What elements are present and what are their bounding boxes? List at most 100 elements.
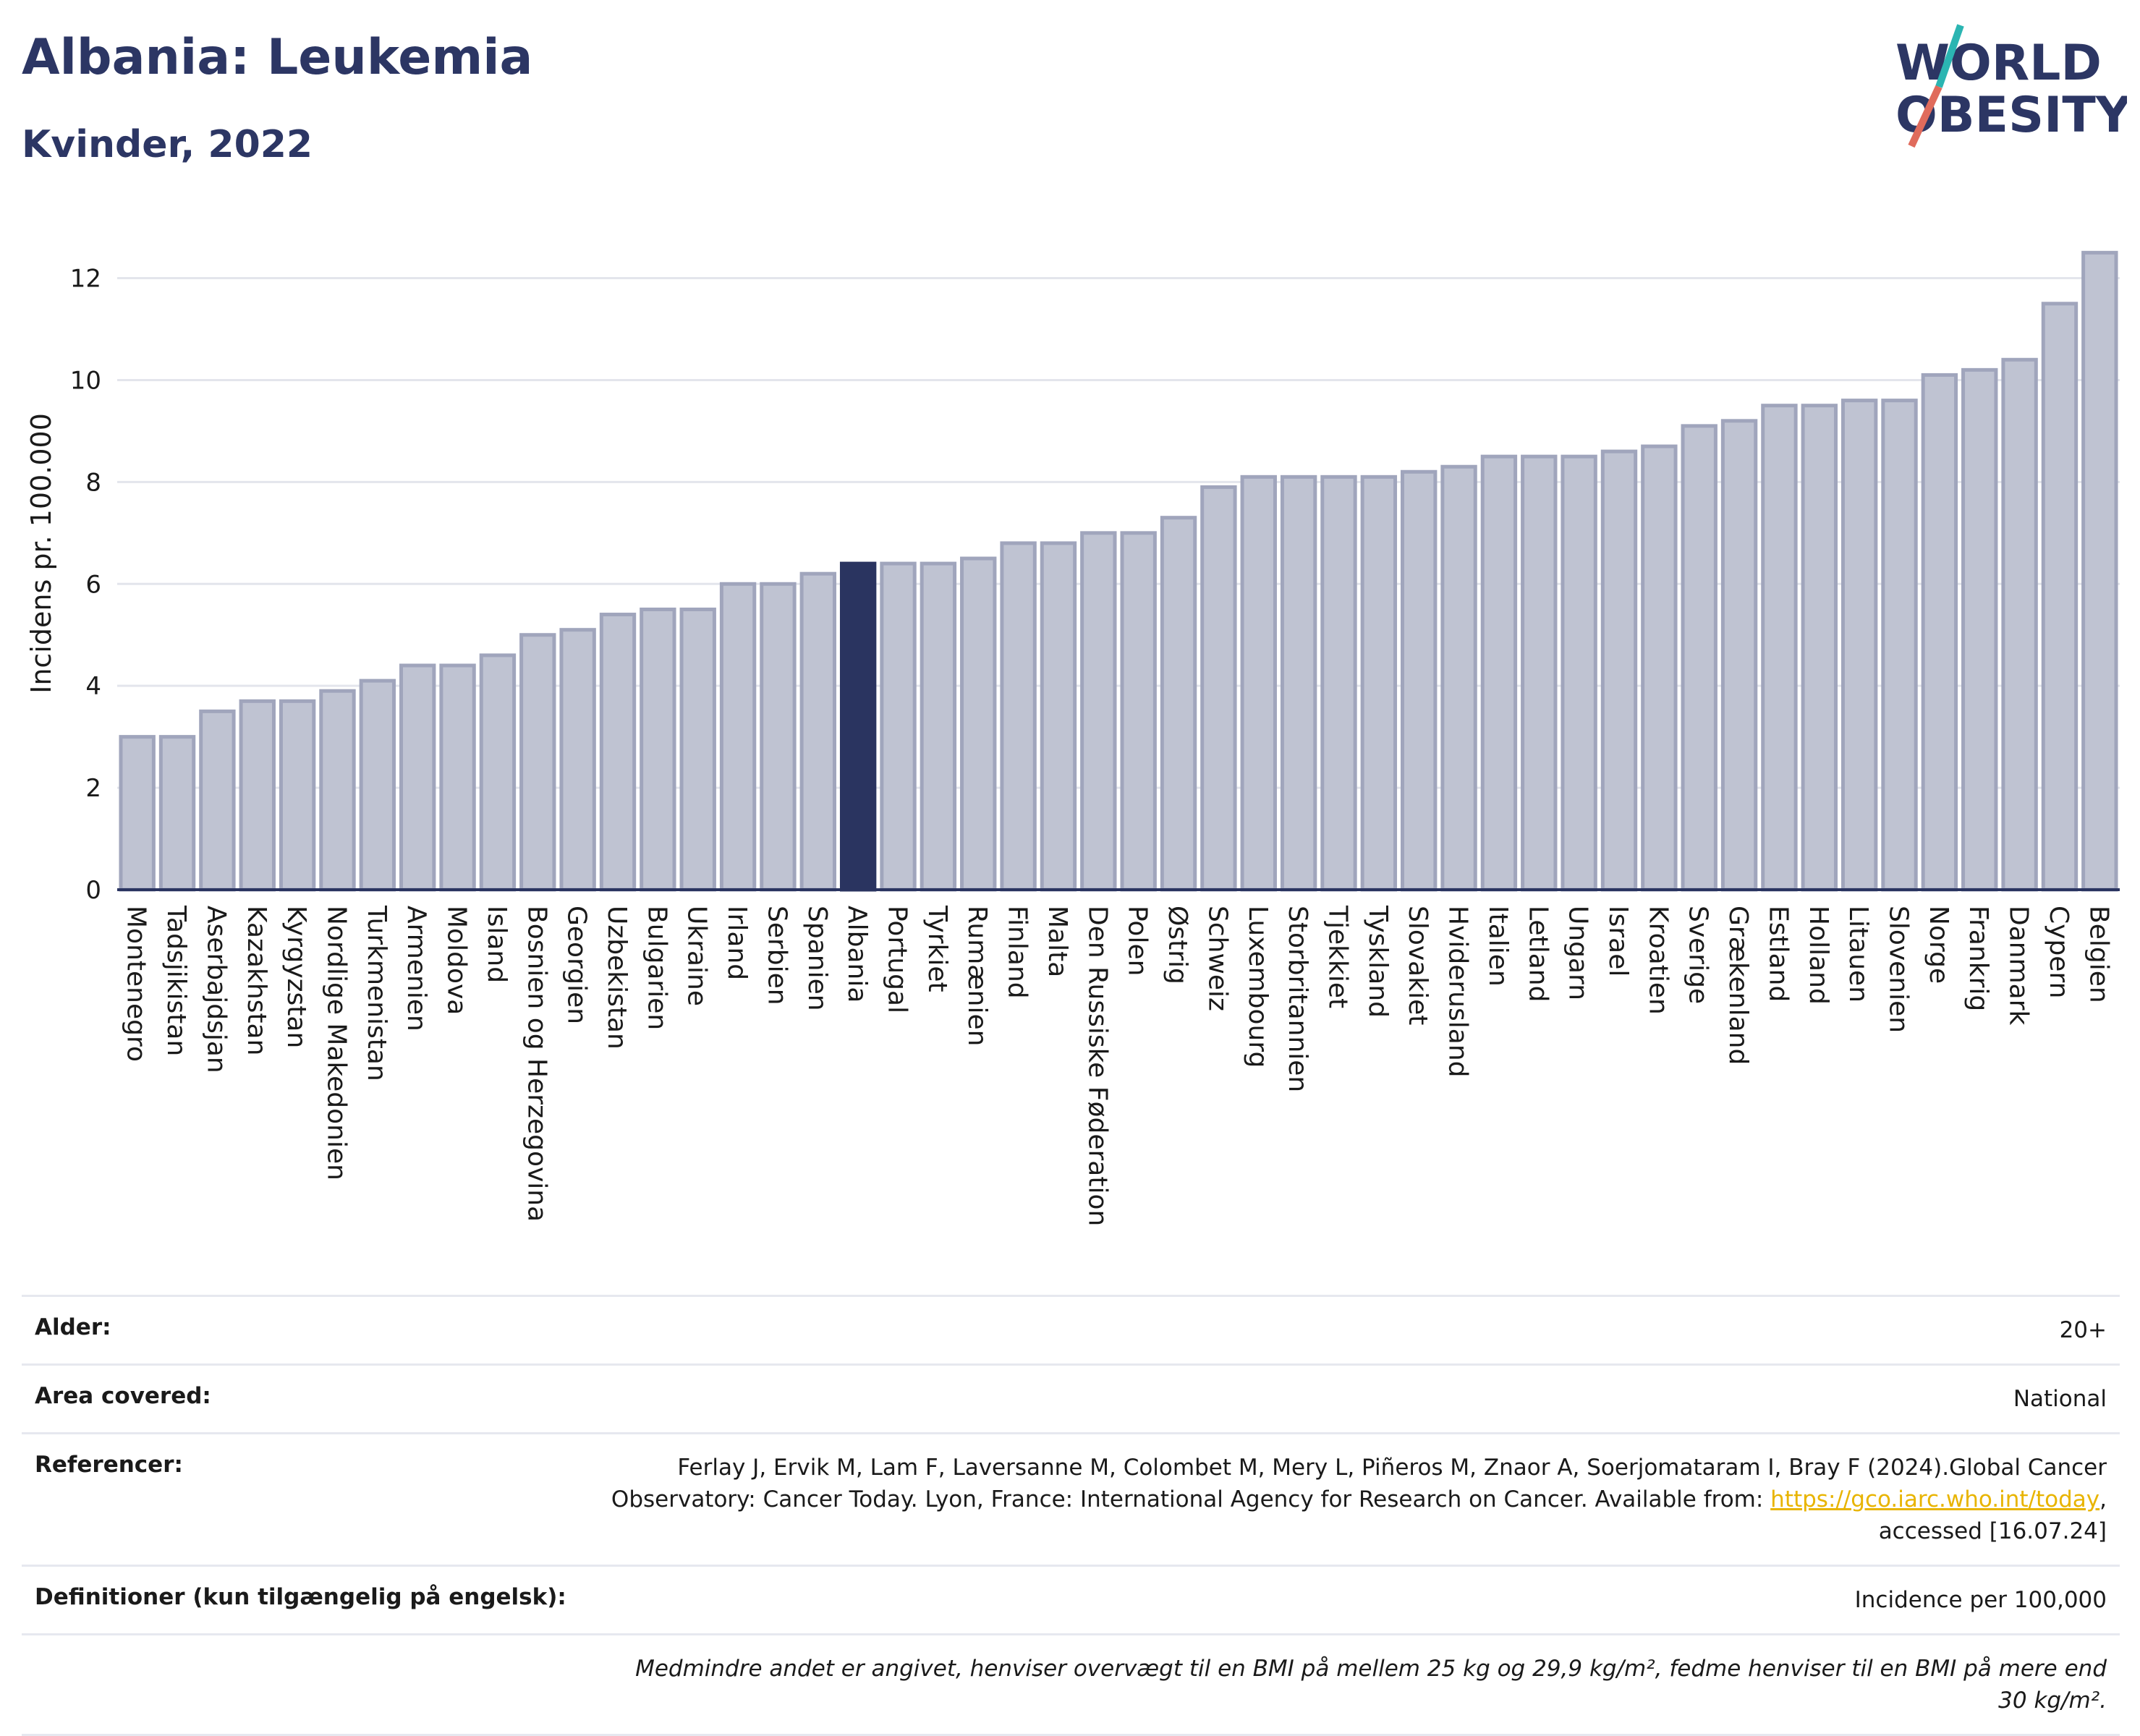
bar [2081,250,2118,892]
bar [599,613,637,892]
meta-row-area: Area covered: National [22,1363,2120,1432]
bar [1320,475,1357,892]
x-tick-label: Tjekkiet [1322,905,1352,1008]
y-tick-label: 12 [70,265,101,294]
x-tick-label: Tadsjikistan [161,905,191,1056]
x-tick-label: Portugal [883,906,912,1013]
bar [1600,449,1638,892]
x-tick-label: Rumænien [962,906,992,1046]
x-tick-label: Grækenland [1723,906,1753,1065]
x-tick-label: Danmark [2004,906,2034,1026]
x-tick-label: Nordlige Makedonien [321,906,351,1180]
bar [1480,454,1518,892]
world-obesity-logo: WORLD OBESITY [1895,24,2127,148]
bar [1801,404,1838,892]
y-tick-label: 10 [70,366,101,395]
page-subtitle: Kvinder, 2022 [22,123,313,166]
bar [119,735,156,892]
x-tick-label: Georgien [562,906,592,1024]
x-tick-label: Litauen [1843,906,1873,1003]
y-tick-label: 0 [85,876,101,905]
bar [1641,444,1678,892]
bar-chart: 0 2 4 6 8 10 12 Incidens pr. 100.000 Montenegro T… [25,250,2120,1226]
age-value: 20+ [2059,1317,2107,1343]
bar [679,608,716,892]
x-tick-label: Belgien [2084,906,2113,1003]
bar [1160,516,1197,892]
x-tick-label: Norge [1924,906,1953,984]
references-link[interactable]: https://gco.iarc.who.int/today [1770,1486,2100,1512]
y-tick-label: 4 [85,672,101,701]
bar [1681,424,1717,892]
meta-row-age: Alder: 20+ [22,1295,2120,1363]
x-tick-label: Letland [1523,906,1553,1002]
references-label: Referencer: [35,1452,183,1478]
x-tick-label: Holland [1804,906,1833,1005]
x-tick-label: Tyrkiet [922,905,952,992]
x-tick-label: Spanien [802,906,832,1011]
x-tick-label: Bosnien og Herzegovina [522,906,551,1222]
bar [1561,454,1597,892]
bar [399,663,436,892]
bar [1921,373,1958,892]
age-label: Alder: [35,1314,111,1340]
logo-line-1: WORLD [1895,35,2102,92]
x-tick-label: Schweiz [1202,906,1232,1011]
bar [1881,399,1918,892]
bar [2041,302,2079,892]
references-text-1: Ferlay J, Ervik M, Lam F, Laversanne M, … [611,1455,2107,1512]
bar [239,699,276,892]
bar [1280,475,1317,892]
bar [479,653,517,892]
y-tick-label: 6 [85,570,101,599]
area-value: National [2013,1386,2107,1412]
x-tick-label: Irland [722,906,752,980]
y-tick-label: 2 [85,774,101,803]
y-axis-label: Incidens pr. 100.000 [25,413,57,694]
area-label: Area covered: [35,1383,211,1409]
footnote: Medmindre andet er angivet, henviser ove… [635,1656,2107,1714]
bar [1040,541,1077,892]
bar [1120,531,1157,892]
x-tick-label: Kyrgyzstan [281,906,311,1048]
x-tick-label: Serbien [762,906,791,1005]
bar [279,699,316,892]
bar [158,735,196,892]
x-tick-label: Kazakhstan [242,906,271,1055]
x-tick-label: Israel [1603,906,1633,977]
definitions-value: Incidence per 100,000 [1854,1587,2107,1613]
x-tick-label: Tyskland [1363,905,1393,1018]
x-tick-label: Armenien [402,906,431,1031]
bar [1840,399,1878,892]
definitions-label: Definitioner (kun tilgængelig på engelsk… [35,1584,566,1610]
x-tick-label: Ungarn [1563,906,1593,1000]
x-tick-label: Bulgarien [642,906,671,1030]
x-tick-label: Albania [842,906,872,1003]
bar [839,561,877,892]
x-tick-label: Slovakiet [1403,906,1432,1025]
x-tick-label: Polen [1123,906,1152,976]
bar [760,582,797,892]
bar [439,663,476,892]
bar [1401,469,1438,892]
bar [2001,357,2038,892]
bar [1440,464,1477,892]
bar [199,709,236,892]
bar [319,689,356,892]
x-tick-label: Frankrig [1963,906,1993,1011]
bar [1360,475,1398,892]
x-tick-label: Moldova [442,906,472,1015]
page-title: Albania: Leukemia [22,29,533,86]
bar [960,556,997,892]
bar [559,628,596,892]
x-tick-label: Østrig [1163,906,1192,984]
meta-row-references: Referencer: Ferlay J, Ervik M, Lam F, La… [22,1432,2120,1565]
x-tick-label: Italien [1483,906,1513,987]
meta-row-definitions: Definitioner (kun tilgængelig på engelsk… [22,1565,2120,1633]
bar [1761,404,1798,892]
meta-row-note: Medmindre andet er angivet, henviser ove… [22,1633,2120,1736]
bar [880,561,917,892]
x-tick-label: Turkmenistan [362,905,391,1081]
bar [1521,454,1558,892]
x-tick-label: Slovenien [1884,906,1914,1033]
